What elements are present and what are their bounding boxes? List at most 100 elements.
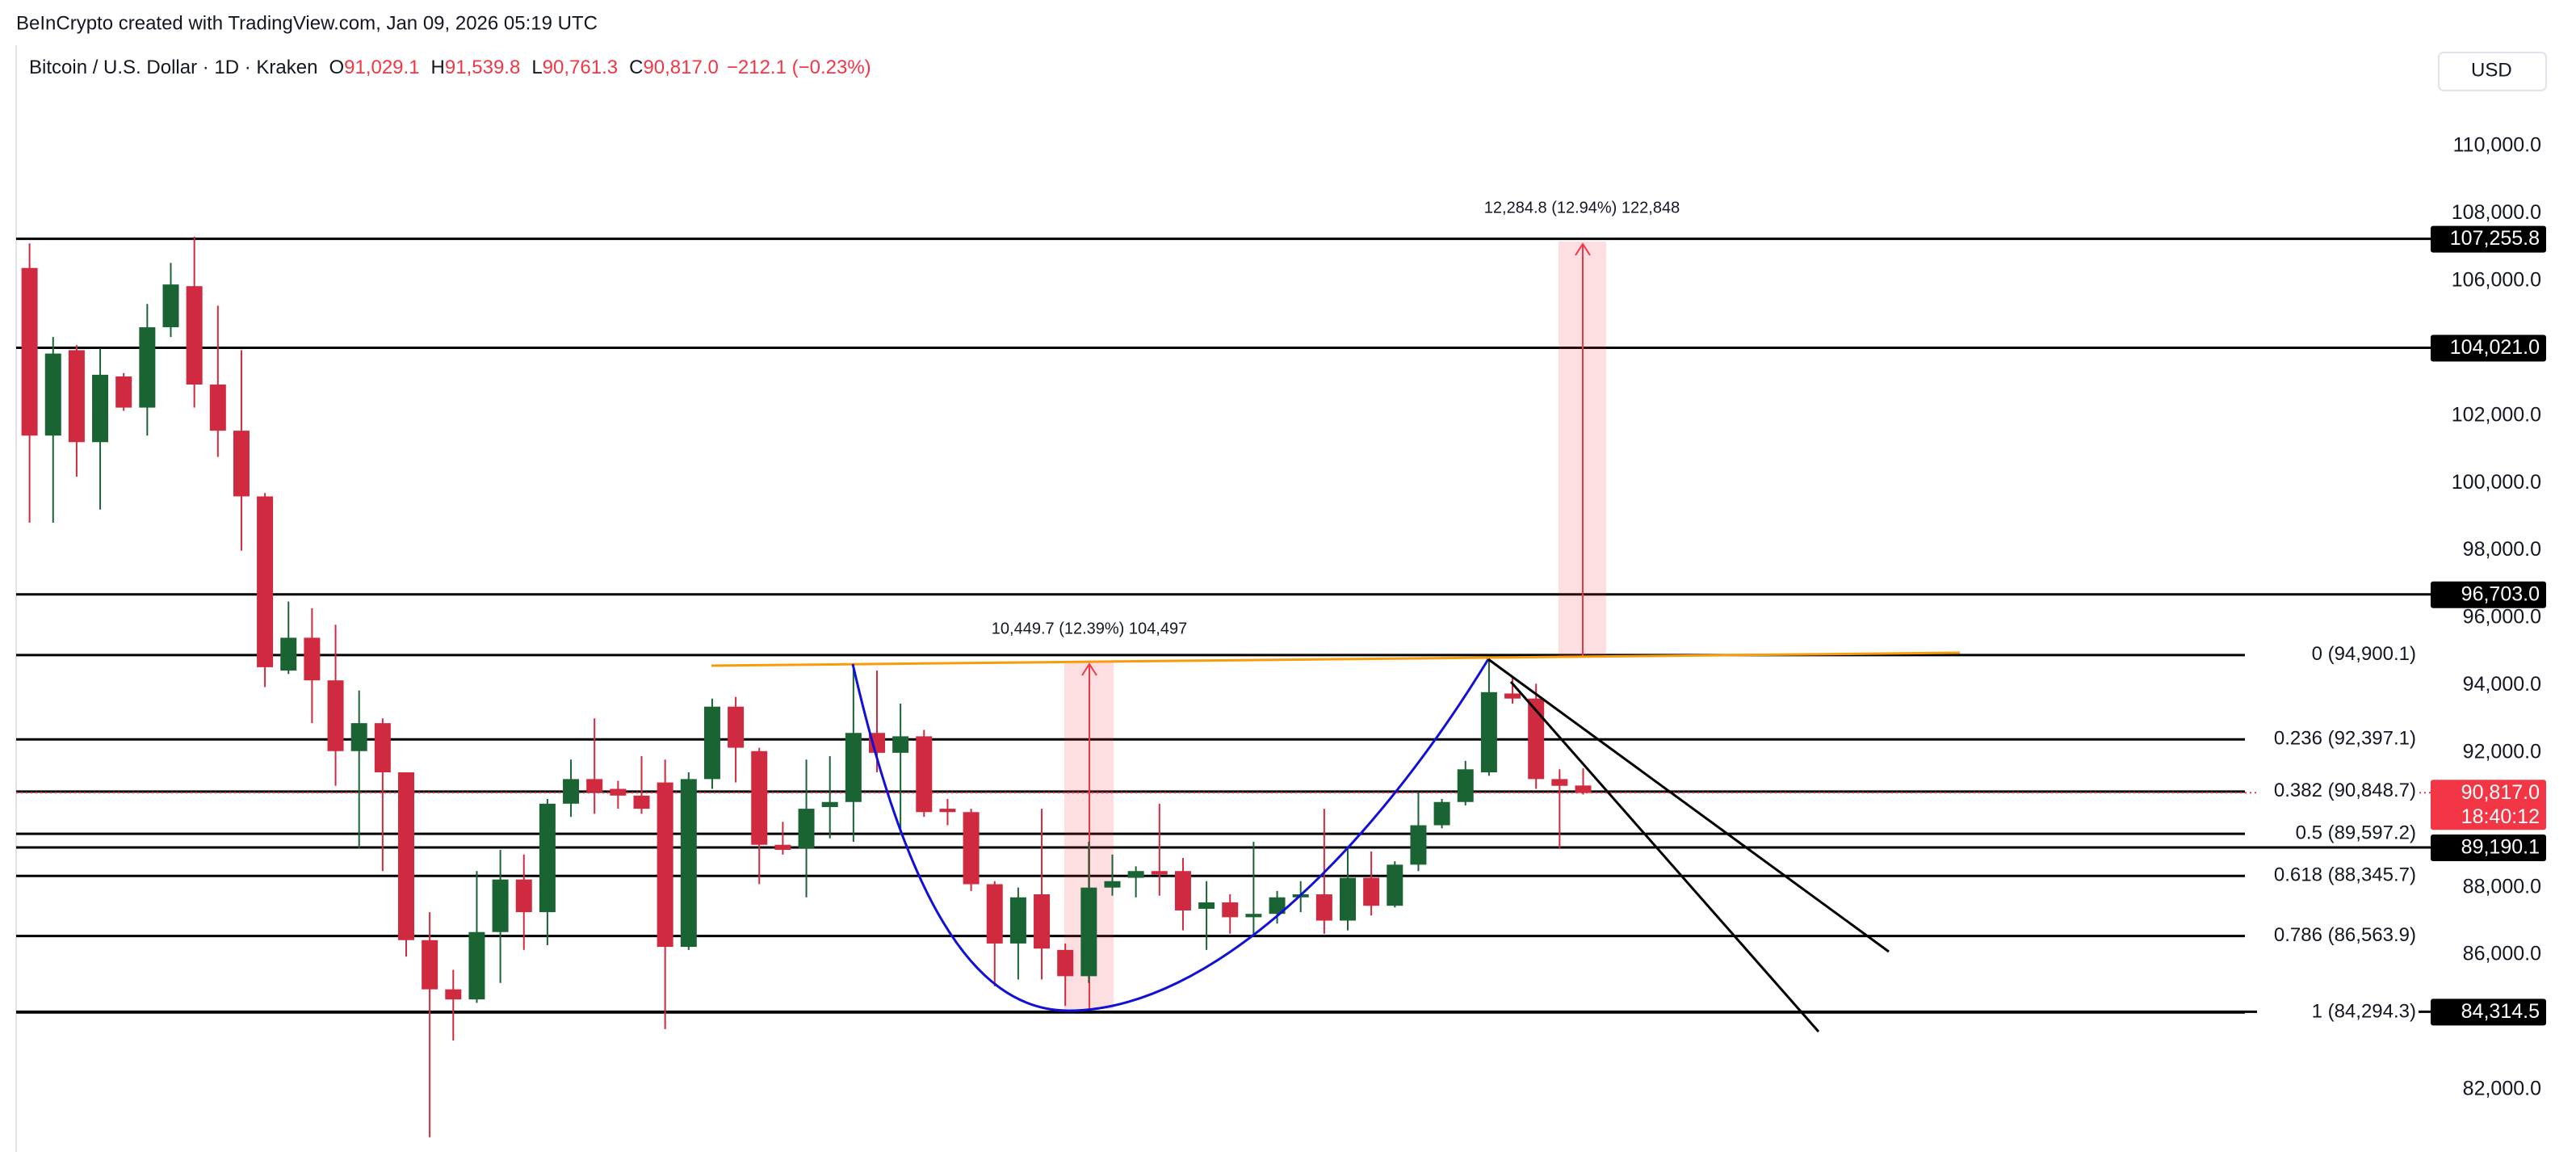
- levels: [16, 145, 2431, 1091]
- candles: [21, 236, 1592, 1137]
- candle-body: [916, 736, 933, 813]
- candle-body: [233, 431, 250, 497]
- candle-body: [1174, 871, 1191, 911]
- price-label: 96,703.0: [2461, 582, 2540, 605]
- candle-body: [1340, 877, 1356, 921]
- candle-body: [986, 884, 1003, 944]
- candle-body: [1551, 779, 1568, 786]
- candle-body: [1480, 692, 1497, 773]
- fib-label: 0 (94,900.1): [2312, 643, 2416, 665]
- y-tick-label: 100,000.0: [2452, 471, 2541, 494]
- fib-label-bg: [2257, 864, 2419, 888]
- candle-body: [257, 496, 274, 667]
- channel-line: [1509, 681, 1820, 1032]
- candle-body: [374, 723, 391, 773]
- candle-body: [963, 812, 980, 885]
- candle-body: [68, 350, 85, 443]
- candle-body: [21, 267, 38, 436]
- candle-body: [1245, 914, 1262, 918]
- y-tick-label: 96,000.0: [2463, 606, 2541, 629]
- candle-body: [445, 989, 462, 1000]
- credit: BeInCrypto created with TradingView.com,…: [16, 12, 598, 34]
- candle-body: [751, 750, 768, 845]
- candle-body: [1127, 871, 1144, 878]
- y-tick-label: 106,000.0: [2452, 269, 2541, 292]
- candle-body: [774, 844, 791, 850]
- price-box: [2431, 225, 2546, 253]
- y-tick-label: 94,000.0: [2463, 673, 2541, 696]
- currency-label[interactable]: USD: [2471, 59, 2512, 81]
- y-tick-label: 102,000.0: [2452, 403, 2541, 426]
- fib-label-bg: [2257, 1001, 2419, 1024]
- ohlc-key: H: [431, 57, 445, 78]
- candle-body: [633, 795, 650, 809]
- ohlc-value: 90,761.3: [543, 57, 618, 78]
- candle-body: [1410, 825, 1427, 865]
- candle-body: [327, 680, 344, 751]
- candle-body: [563, 779, 580, 804]
- fib-label: 0.5 (89,597.2): [2296, 822, 2416, 843]
- candle-body: [422, 940, 438, 990]
- candle-body: [1315, 894, 1332, 921]
- candle-body: [44, 353, 61, 436]
- candle-body: [115, 376, 132, 408]
- candle-body: [209, 384, 226, 431]
- candle-body: [1269, 897, 1286, 914]
- fib-label-bg: [2257, 924, 2419, 948]
- fib-label: 0.382 (90,848.7): [2274, 780, 2416, 801]
- price-label: 84,314.5: [2461, 1000, 2540, 1023]
- candle-body: [1009, 897, 1026, 944]
- fib-label: 1 (84,294.3): [2312, 1001, 2416, 1023]
- last-price-box: [2431, 780, 2546, 830]
- candle-body: [728, 706, 745, 748]
- change: −212.1 (−0.23%): [727, 57, 871, 78]
- price-label: 107,255.8: [2450, 227, 2540, 250]
- candle-body: [1363, 877, 1380, 906]
- candle-body: [186, 286, 203, 385]
- price-labels: 82,000.0 86,000.0 88,000.0 92,000.0 94,000.0…: [2257, 134, 2546, 1100]
- ohlc-key: O: [329, 57, 344, 78]
- arrow-head: [1081, 662, 1097, 676]
- candle-body: [1222, 902, 1239, 918]
- candle-body: [162, 284, 179, 328]
- fib-label-bg: [2257, 780, 2419, 803]
- fib-label: 0.236 (92,397.1): [2274, 728, 2416, 750]
- y-tick-label: 108,000.0: [2452, 201, 2541, 224]
- y-tick-label: 82,000.0: [2463, 1078, 2541, 1100]
- ohlc-value: 91,029.1: [344, 57, 419, 78]
- fib-label-bg: [2257, 822, 2419, 846]
- price-box: [2431, 835, 2546, 862]
- candle-body: [1504, 693, 1521, 699]
- candle-body: [703, 706, 720, 780]
- candle-body: [845, 733, 862, 802]
- candle-body: [398, 772, 414, 940]
- candle-body: [892, 736, 909, 753]
- candle-body: [1387, 864, 1403, 906]
- ohlc-value: 90,817.0: [643, 57, 718, 78]
- y-tick-label: 92,000.0: [2463, 740, 2541, 763]
- candle-body: [680, 779, 697, 948]
- y-tick-label: 86,000.0: [2463, 943, 2541, 965]
- candle-body: [1034, 894, 1051, 949]
- candle-body: [1104, 881, 1121, 888]
- y-tick-label: 88,000.0: [2463, 875, 2541, 898]
- candle-body: [515, 879, 532, 913]
- candle-body: [1080, 887, 1097, 977]
- trendline: [711, 651, 1961, 667]
- candle-body: [492, 879, 509, 932]
- ohlc-key: L: [531, 57, 542, 78]
- currency-button[interactable]: [2438, 52, 2547, 91]
- candle-body: [657, 782, 673, 948]
- candle-body: [939, 809, 956, 813]
- candle-body: [92, 374, 109, 443]
- fib-label: 0.786 (86,563.9): [2274, 924, 2416, 946]
- candle-body: [1575, 785, 1592, 793]
- measure-label: 12,284.8 (12.94%) 122,848: [1484, 199, 1680, 217]
- channel-line: [1487, 658, 1890, 953]
- symbol: Bitcoin / U.S. Dollar · 1D · Kraken: [29, 57, 317, 78]
- measure-label: 10,449.7 (12.39%) 104,497: [992, 620, 1187, 637]
- candle-body: [1151, 871, 1168, 875]
- candle-body: [539, 803, 556, 913]
